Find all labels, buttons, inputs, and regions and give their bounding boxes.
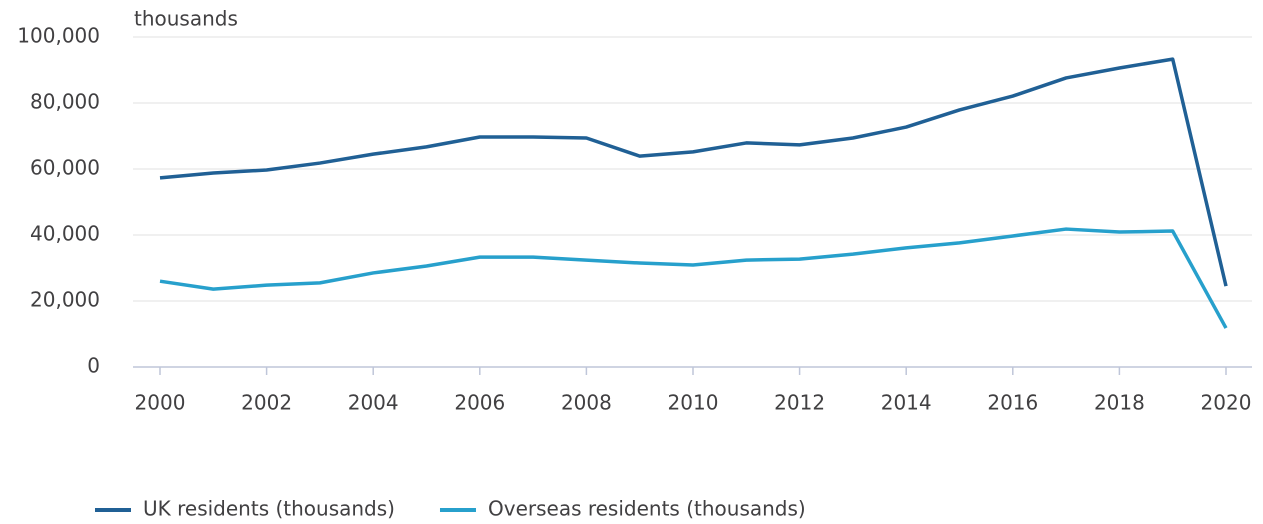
- x-tick-label: 2002: [241, 391, 292, 415]
- y-tick-label: 0: [87, 354, 100, 378]
- x-tick-label: 2014: [881, 391, 932, 415]
- x-tick-label: 2008: [561, 391, 612, 415]
- x-tick-label: 2006: [454, 391, 505, 415]
- x-tick-label: 2012: [774, 391, 825, 415]
- x-tick-label: 2010: [668, 391, 719, 415]
- y-tick-label: 40,000: [30, 222, 100, 246]
- x-tick-label: 2016: [987, 391, 1038, 415]
- series-line: [159, 227, 1228, 329]
- y-tick-label: 60,000: [30, 156, 100, 180]
- y-tick-label: 100,000: [17, 24, 100, 48]
- y-axis-label: thousands: [134, 7, 238, 31]
- legend-label: Overseas residents (thousands): [488, 497, 806, 521]
- y-tick-label: 20,000: [30, 288, 100, 312]
- legend-label: UK residents (thousands): [143, 497, 395, 521]
- x-tick-label: 2020: [1201, 391, 1252, 415]
- y-tick-label: 80,000: [30, 90, 100, 114]
- x-tick-label: 2000: [135, 391, 186, 415]
- series-line: [159, 57, 1228, 287]
- x-tick-label: 2018: [1094, 391, 1145, 415]
- x-tick-label: 2004: [348, 391, 399, 415]
